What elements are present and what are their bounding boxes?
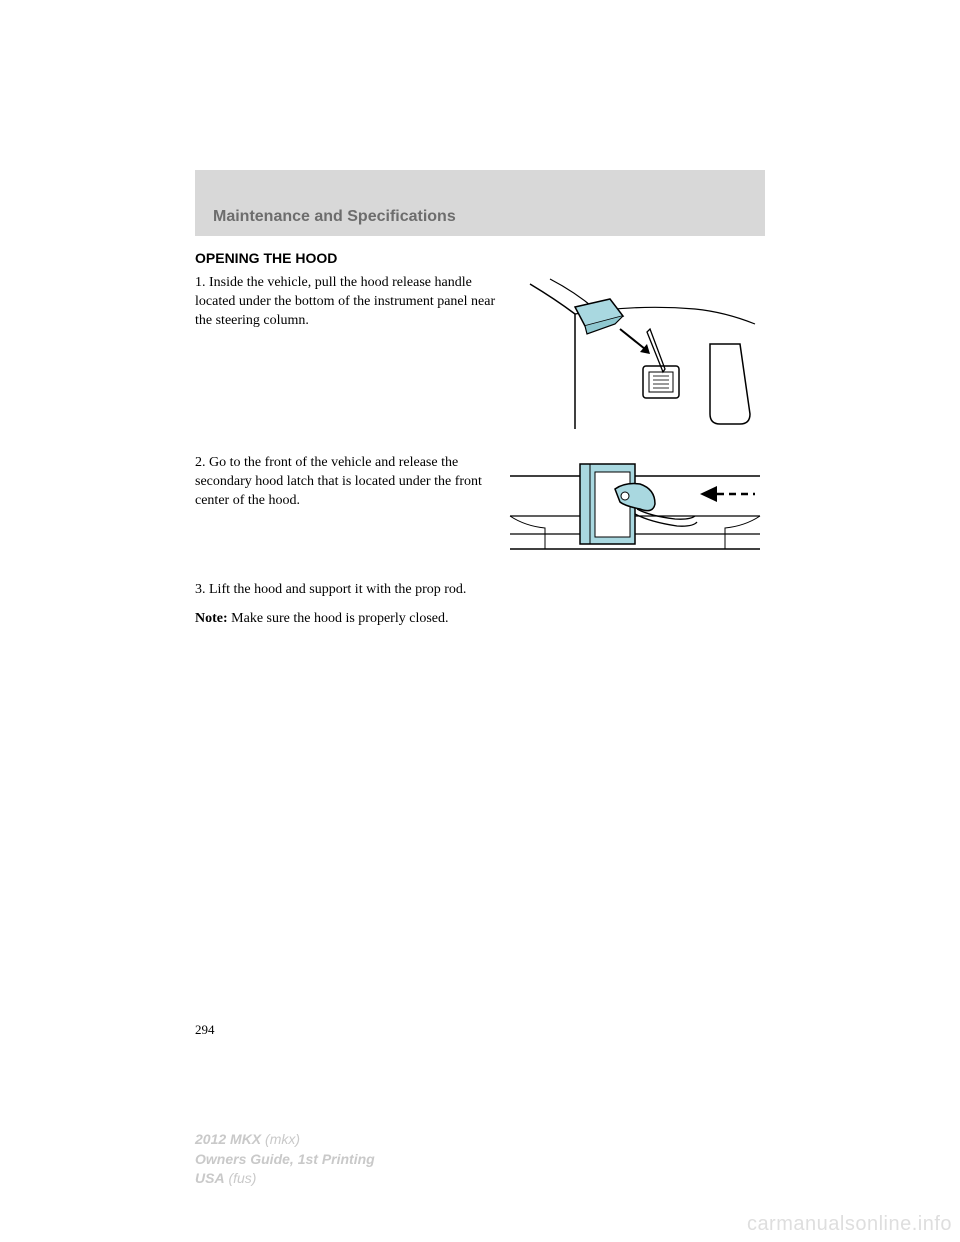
step-2-text: 2. Go to the front of the vehicle and re… <box>195 454 493 511</box>
note-label: Note: <box>195 611 228 626</box>
watermark-text: carmanualsonline.info <box>747 1213 952 1236</box>
section-subtitle: OPENING THE HOOD <box>195 250 765 266</box>
footer-line-3: USA (fus) <box>195 1169 375 1189</box>
section-header-bar: Maintenance and Specifications <box>195 170 765 236</box>
footer-region-code: (fus) <box>225 1170 257 1186</box>
footer-line-1: 2012 MKX (mkx) <box>195 1130 375 1150</box>
step-3-text: 3. Lift the hood and support it with the… <box>195 579 765 600</box>
footer-model: 2012 MKX <box>195 1131 261 1147</box>
section-header-title: Maintenance and Specifications <box>213 208 747 226</box>
footer-region: USA <box>195 1170 225 1186</box>
hood-release-handle-icon <box>515 274 765 434</box>
step-1-block: 1. Inside the vehicle, pull the hood rel… <box>195 274 765 434</box>
step-2-block: 2. Go to the front of the vehicle and re… <box>195 454 765 559</box>
step-1-illustration <box>515 274 765 434</box>
note-text: Make sure the hood is properly closed. <box>228 611 449 626</box>
page-container: Maintenance and Specifications OPENING T… <box>0 0 960 629</box>
footer-model-code: (mkx) <box>261 1131 300 1147</box>
page-number: 294 <box>195 1022 215 1038</box>
footer-block: 2012 MKX (mkx) Owners Guide, 1st Printin… <box>195 1130 375 1189</box>
footer-line-2: Owners Guide, 1st Printing <box>195 1150 375 1170</box>
step-2-illustration <box>505 454 765 559</box>
note-line: Note: Make sure the hood is properly clo… <box>195 608 765 629</box>
hood-latch-icon <box>505 454 765 559</box>
step-1-text: 1. Inside the vehicle, pull the hood rel… <box>195 274 503 331</box>
